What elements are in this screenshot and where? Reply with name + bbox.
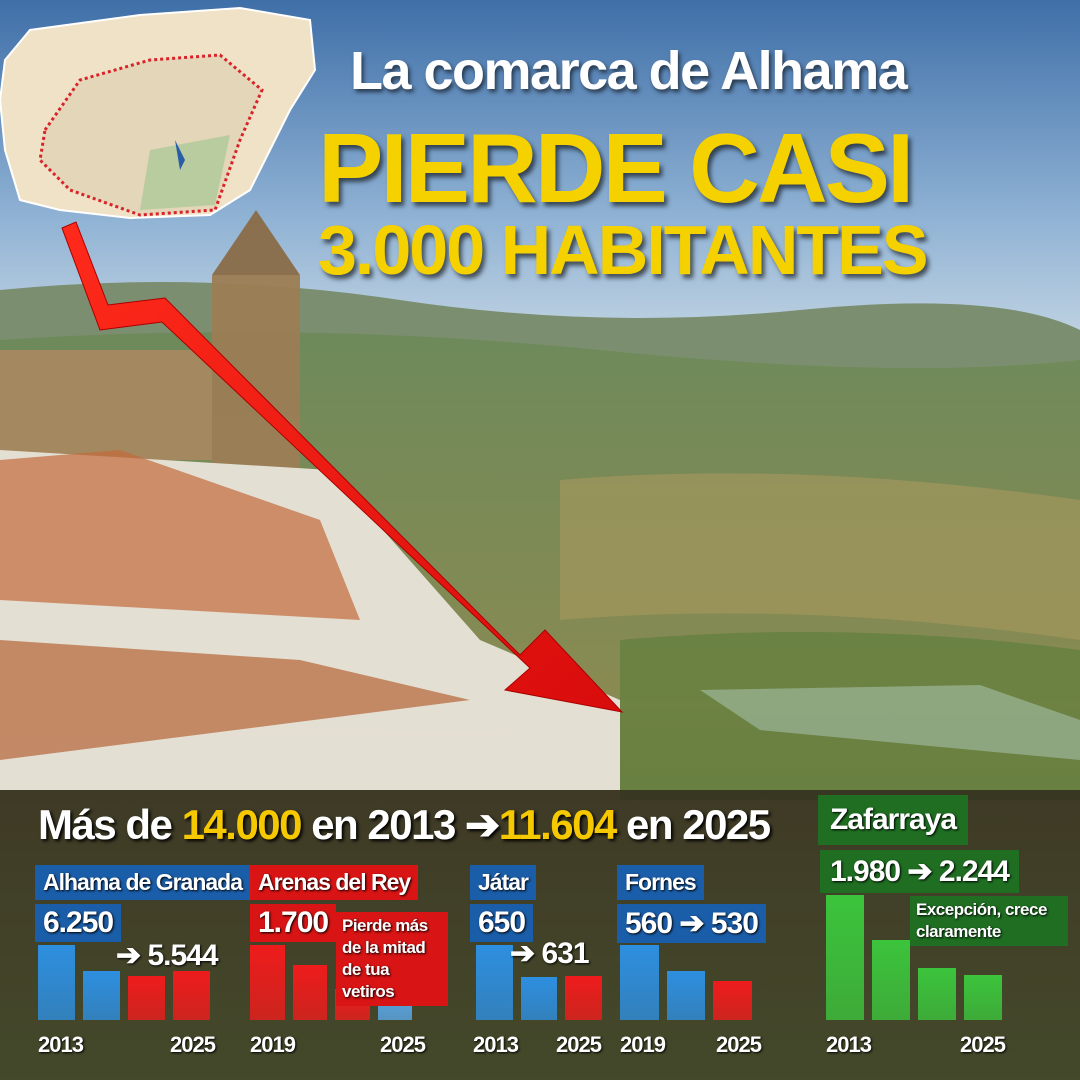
- bar-green: [918, 967, 956, 1020]
- value-to: ➔ 5.544: [116, 939, 219, 972]
- headline-value-2025: 11.604: [498, 801, 618, 848]
- value-to: ➔ 631: [510, 937, 590, 970]
- bars-jatar: [476, 890, 603, 1020]
- bar-blue: [83, 970, 120, 1020]
- panel-note: Excepción, crece claramente: [910, 896, 1068, 946]
- panel-title: Játar: [470, 865, 536, 900]
- bars-fornes: [620, 890, 753, 1020]
- year-end: 2025: [716, 1032, 762, 1057]
- region-map: [0, 6, 317, 220]
- bar-red: [173, 970, 210, 1020]
- panel-title: Arenas del Rey: [250, 865, 419, 900]
- title-line1: La comarca de Alhama: [350, 41, 908, 101]
- year-start: 2019: [250, 1032, 296, 1057]
- value-from: 1.980 ➔ 2.244: [820, 850, 1019, 893]
- year-start: 2013: [38, 1032, 84, 1057]
- bar-green: [964, 975, 1002, 1020]
- bar-blue: [666, 970, 706, 1020]
- bar-blue: [520, 976, 558, 1020]
- bar-green: [826, 895, 864, 1020]
- bar-blue: [620, 945, 659, 1020]
- value-from: 6.250: [35, 904, 122, 942]
- value-from: 1.700: [250, 904, 337, 942]
- panel-note: Pierde más de la mitad de tua vetiros: [336, 912, 448, 1006]
- year-start: 2013: [826, 1032, 872, 1057]
- panel-title: Zafarraya: [818, 795, 969, 845]
- decline-arrow-icon: [61, 221, 624, 713]
- panel-title: Alhama de Granada: [35, 865, 251, 900]
- headline-text: en 2025: [615, 801, 771, 848]
- bar-green: [872, 940, 910, 1020]
- bar-red: [128, 975, 165, 1020]
- bar-red: [565, 975, 603, 1020]
- bar-red: [292, 965, 327, 1020]
- headline-text: Más de: [38, 801, 182, 848]
- year-end: 2025: [380, 1032, 426, 1057]
- value-from: 650: [470, 904, 534, 942]
- bar-blue: [38, 945, 75, 1020]
- year-end: 2025: [170, 1032, 216, 1057]
- year-end: 2025: [960, 1032, 1006, 1057]
- bar-red: [250, 945, 285, 1020]
- headline-summary: Más de 14.000 en 2013 ➔11.604 en 2025: [38, 800, 771, 849]
- year-end: 2025: [556, 1032, 602, 1057]
- title-line3: 3.000 HABITANTES: [318, 211, 929, 289]
- bar-blue: [476, 945, 513, 1020]
- headline-text: en 2013: [301, 801, 465, 848]
- arrow-right-icon: ➔: [465, 801, 500, 848]
- bar-red: [713, 981, 753, 1020]
- bars-zafarraya: [826, 895, 1002, 1020]
- headline-value-2013: 14.000: [181, 801, 303, 848]
- value-from: 560 ➔ 530: [617, 904, 766, 943]
- panel-title: Fornes: [617, 865, 704, 900]
- year-start: 2013: [473, 1032, 519, 1057]
- bars-alhama: [38, 890, 210, 1020]
- title-line2: PIERDE CASI: [318, 113, 914, 223]
- panel-alhama: Alhama de Granada: [35, 865, 251, 900]
- year-start: 2019: [620, 1032, 666, 1057]
